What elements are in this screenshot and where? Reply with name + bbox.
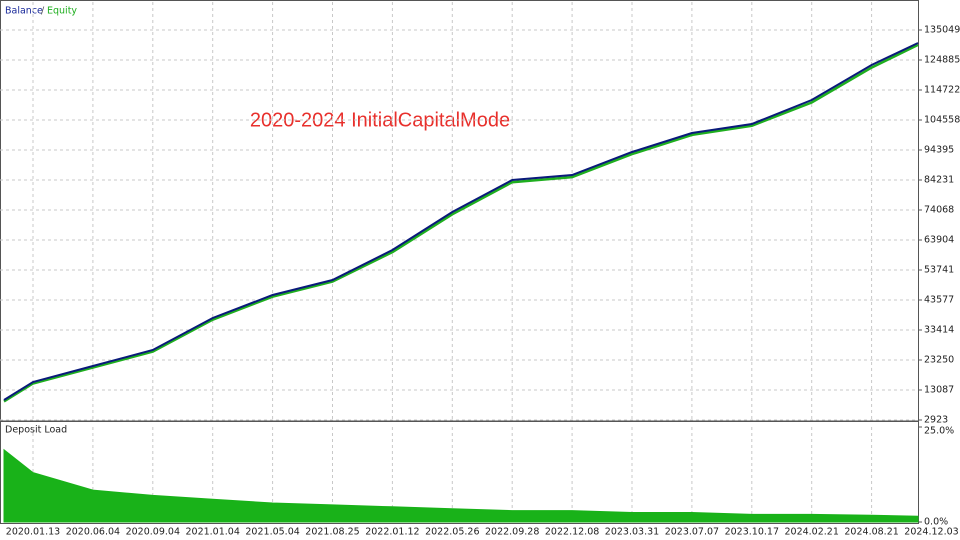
x-tick-label: 2022.09.28 — [485, 527, 539, 538]
x-tick-label: 2022.05.26 — [425, 527, 479, 538]
y-tick-label: 84231 — [924, 175, 954, 186]
series-line — [3, 43, 919, 403]
y-tick-label: 114722 — [924, 84, 960, 95]
x-tick-label: 2021.01.04 — [185, 527, 239, 538]
x-tick-label: 2023.10.17 — [725, 527, 779, 538]
y-tick-label: 43577 — [924, 295, 954, 306]
legend-equity: Equity — [47, 6, 77, 17]
panel-frame — [0, 421, 919, 524]
x-tick-label: 2023.07.07 — [665, 527, 719, 538]
x-tick-label: 2024.12.03 — [904, 527, 958, 538]
legend-separator: / — [41, 6, 45, 17]
y-tick-label: 2923 — [924, 415, 948, 426]
y-tick-label: 0.0% — [924, 517, 948, 528]
y-tick-label: 94395 — [924, 144, 954, 155]
y-tick-label: 74068 — [924, 204, 954, 215]
x-tick-label: 2024.08.21 — [844, 527, 898, 538]
x-tick-label: 2020.09.04 — [126, 527, 180, 538]
y-tick-label: 135049 — [924, 25, 960, 36]
x-tick-label: 2022.01.12 — [365, 527, 419, 538]
y-tick-label: 63904 — [924, 235, 954, 246]
x-tick-label: 2020.01.13 — [6, 527, 60, 538]
x-tick-label: 2021.08.25 — [305, 527, 359, 538]
y-tick-label: 53741 — [924, 264, 954, 275]
panel-title: Deposit Load — [5, 425, 67, 436]
x-tick-label: 2023.03.31 — [605, 527, 659, 538]
legend-balance: Balance — [5, 6, 43, 17]
y-tick-label: 104558 — [924, 115, 960, 126]
y-tick-label: 33414 — [924, 324, 954, 335]
x-tick-label: 2021.05.04 — [245, 527, 299, 538]
deposit-load-area — [3, 448, 919, 523]
y-tick-label: 23250 — [924, 355, 954, 366]
y-tick-label: 124885 — [924, 55, 960, 66]
x-tick-label: 2024.02.21 — [784, 527, 838, 538]
x-tick-label: 2022.12.08 — [545, 527, 599, 538]
y-tick-label: 13087 — [924, 384, 954, 395]
series-line — [3, 42, 919, 401]
y-tick-label: 25.0% — [924, 426, 954, 437]
x-tick-label: 2020.06.04 — [66, 527, 120, 538]
